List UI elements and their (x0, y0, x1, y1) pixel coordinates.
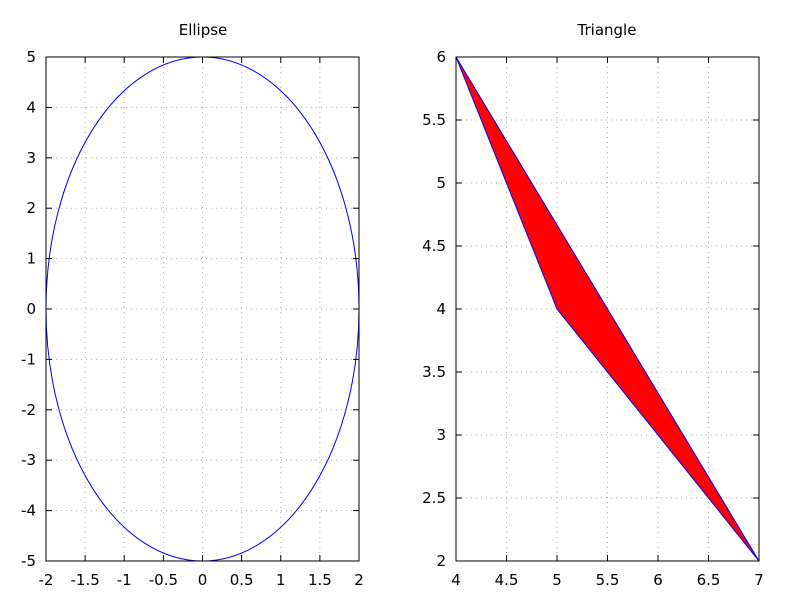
ellipse-x-tick-label: -0.5 (149, 571, 178, 589)
triangle-y-tick-label: 3.5 (422, 363, 446, 381)
ellipse-y-tick-label: -4 (21, 502, 36, 520)
ellipse-y-tick-label: 5 (26, 48, 36, 66)
triangle-y-tick-label: 4.5 (422, 237, 446, 255)
ellipse-y-tick-label: 2 (26, 199, 36, 217)
triangle-y-tick-label: 2.5 (422, 489, 446, 507)
triangle-y-tick-label: 6 (436, 48, 446, 66)
triangle-panel: Triangle 4 4.5 5 5.5 6 6.5 7 2 2.5 3 3.5 4 4.5 5 5.5 6 (422, 21, 764, 589)
ellipse-x-tick-label: -1 (117, 571, 132, 589)
ellipse-x-tick-label: 1.5 (308, 571, 332, 589)
ellipse-x-tick-label: 0 (198, 571, 208, 589)
triangle-y-tick-label: 5.5 (422, 111, 446, 129)
ellipse-x-tick-label: 0.5 (230, 571, 254, 589)
triangle-x-tick-label: 6 (653, 571, 663, 589)
triangle-y-tick-label: 5 (436, 174, 446, 192)
triangle-y-tick-label: 4 (436, 300, 446, 318)
triangle-x-tick-label: 4.5 (495, 571, 519, 589)
ellipse-y-tick-label: 0 (26, 300, 36, 318)
triangle-x-tick-label: 7 (754, 571, 764, 589)
ellipse-panel: Ellipse -2 -1.5 -1 -0.5 0 0.5 1 1.5 2 -5 -4 -3 -2 -1 0… (21, 21, 364, 589)
triangle-x-tick-label: 5 (552, 571, 562, 589)
triangle-polygon (455, 56, 760, 562)
ellipse-y-tick-label: 3 (26, 149, 36, 167)
ellipse-x-tick-label: 2 (354, 571, 364, 589)
ellipse-y-tick-label: -5 (21, 552, 36, 570)
ellipse-x-tick-label: -1.5 (70, 571, 99, 589)
ellipse-y-tick-label: -3 (21, 451, 36, 469)
ellipse-y-tick-label: -2 (21, 401, 36, 419)
ellipse-y-tick-label: 4 (26, 98, 36, 116)
triangle-chart-title: Triangle (577, 21, 637, 39)
triangle-x-tick-label: 5.5 (596, 571, 620, 589)
ellipse-y-tick-label: -1 (21, 350, 36, 368)
ellipse-x-tick-label: -2 (39, 571, 54, 589)
triangle-y-tick-label: 2 (436, 552, 446, 570)
triangle-y-tick-label: 3 (436, 426, 446, 444)
triangle-x-tick-label: 4 (451, 571, 461, 589)
ellipse-chart-title: Ellipse (179, 21, 228, 39)
ellipse-y-tick-label: 1 (26, 250, 36, 268)
triangle-x-tick-label: 6.5 (697, 571, 721, 589)
ellipse-x-tick-label: 1 (276, 571, 286, 589)
